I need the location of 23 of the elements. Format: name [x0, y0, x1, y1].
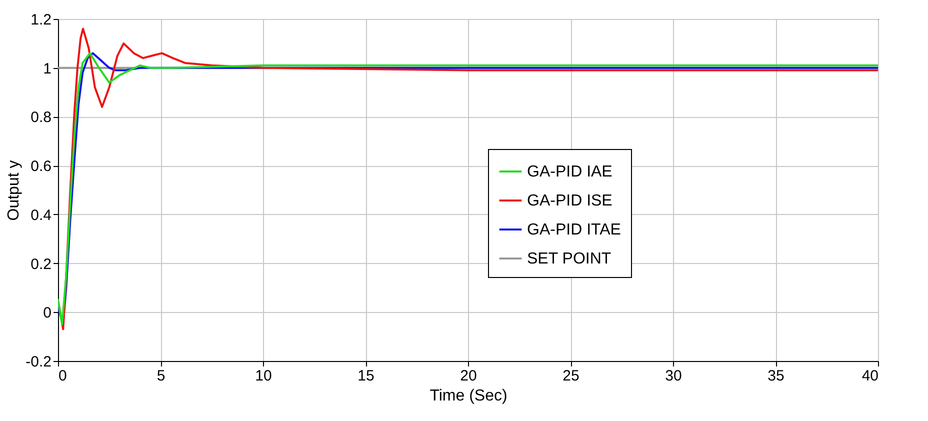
x-axis-title: Time (Sec) [430, 388, 508, 404]
x-tick-label: 30 [665, 368, 682, 384]
y-tick-label: 0.4 [30, 206, 52, 224]
y-tick-label: 1.2 [30, 12, 52, 28]
legend-label: GA-PID IAE [527, 164, 612, 180]
x-tick-label: 25 [562, 368, 580, 384]
y-tick-label: 0.6 [30, 158, 52, 176]
y-tick-label: 0.8 [30, 109, 52, 126]
x-tick-label: 5 [156, 368, 166, 384]
y-tick-label: -0.2 [26, 354, 52, 370]
y-tick-label: 1 [43, 60, 52, 78]
x-tick-label: 0 [58, 368, 67, 384]
y-tick-label: 0 [43, 304, 52, 322]
x-tick-label: 40 [862, 368, 878, 384]
x-tick-label: 20 [460, 368, 477, 384]
x-tick-label: 15 [358, 368, 374, 384]
x-tick-label: 10 [255, 368, 272, 384]
legend-label: SET POINT [527, 250, 612, 268]
x-tick-label: 35 [768, 368, 784, 384]
legend-label: GA-PID ITAE [527, 222, 621, 238]
y-tick-label: 0.2 [30, 256, 52, 273]
y-axis-title: Output y [6, 160, 23, 221]
legend-label: GA-PID ISE [527, 192, 612, 210]
